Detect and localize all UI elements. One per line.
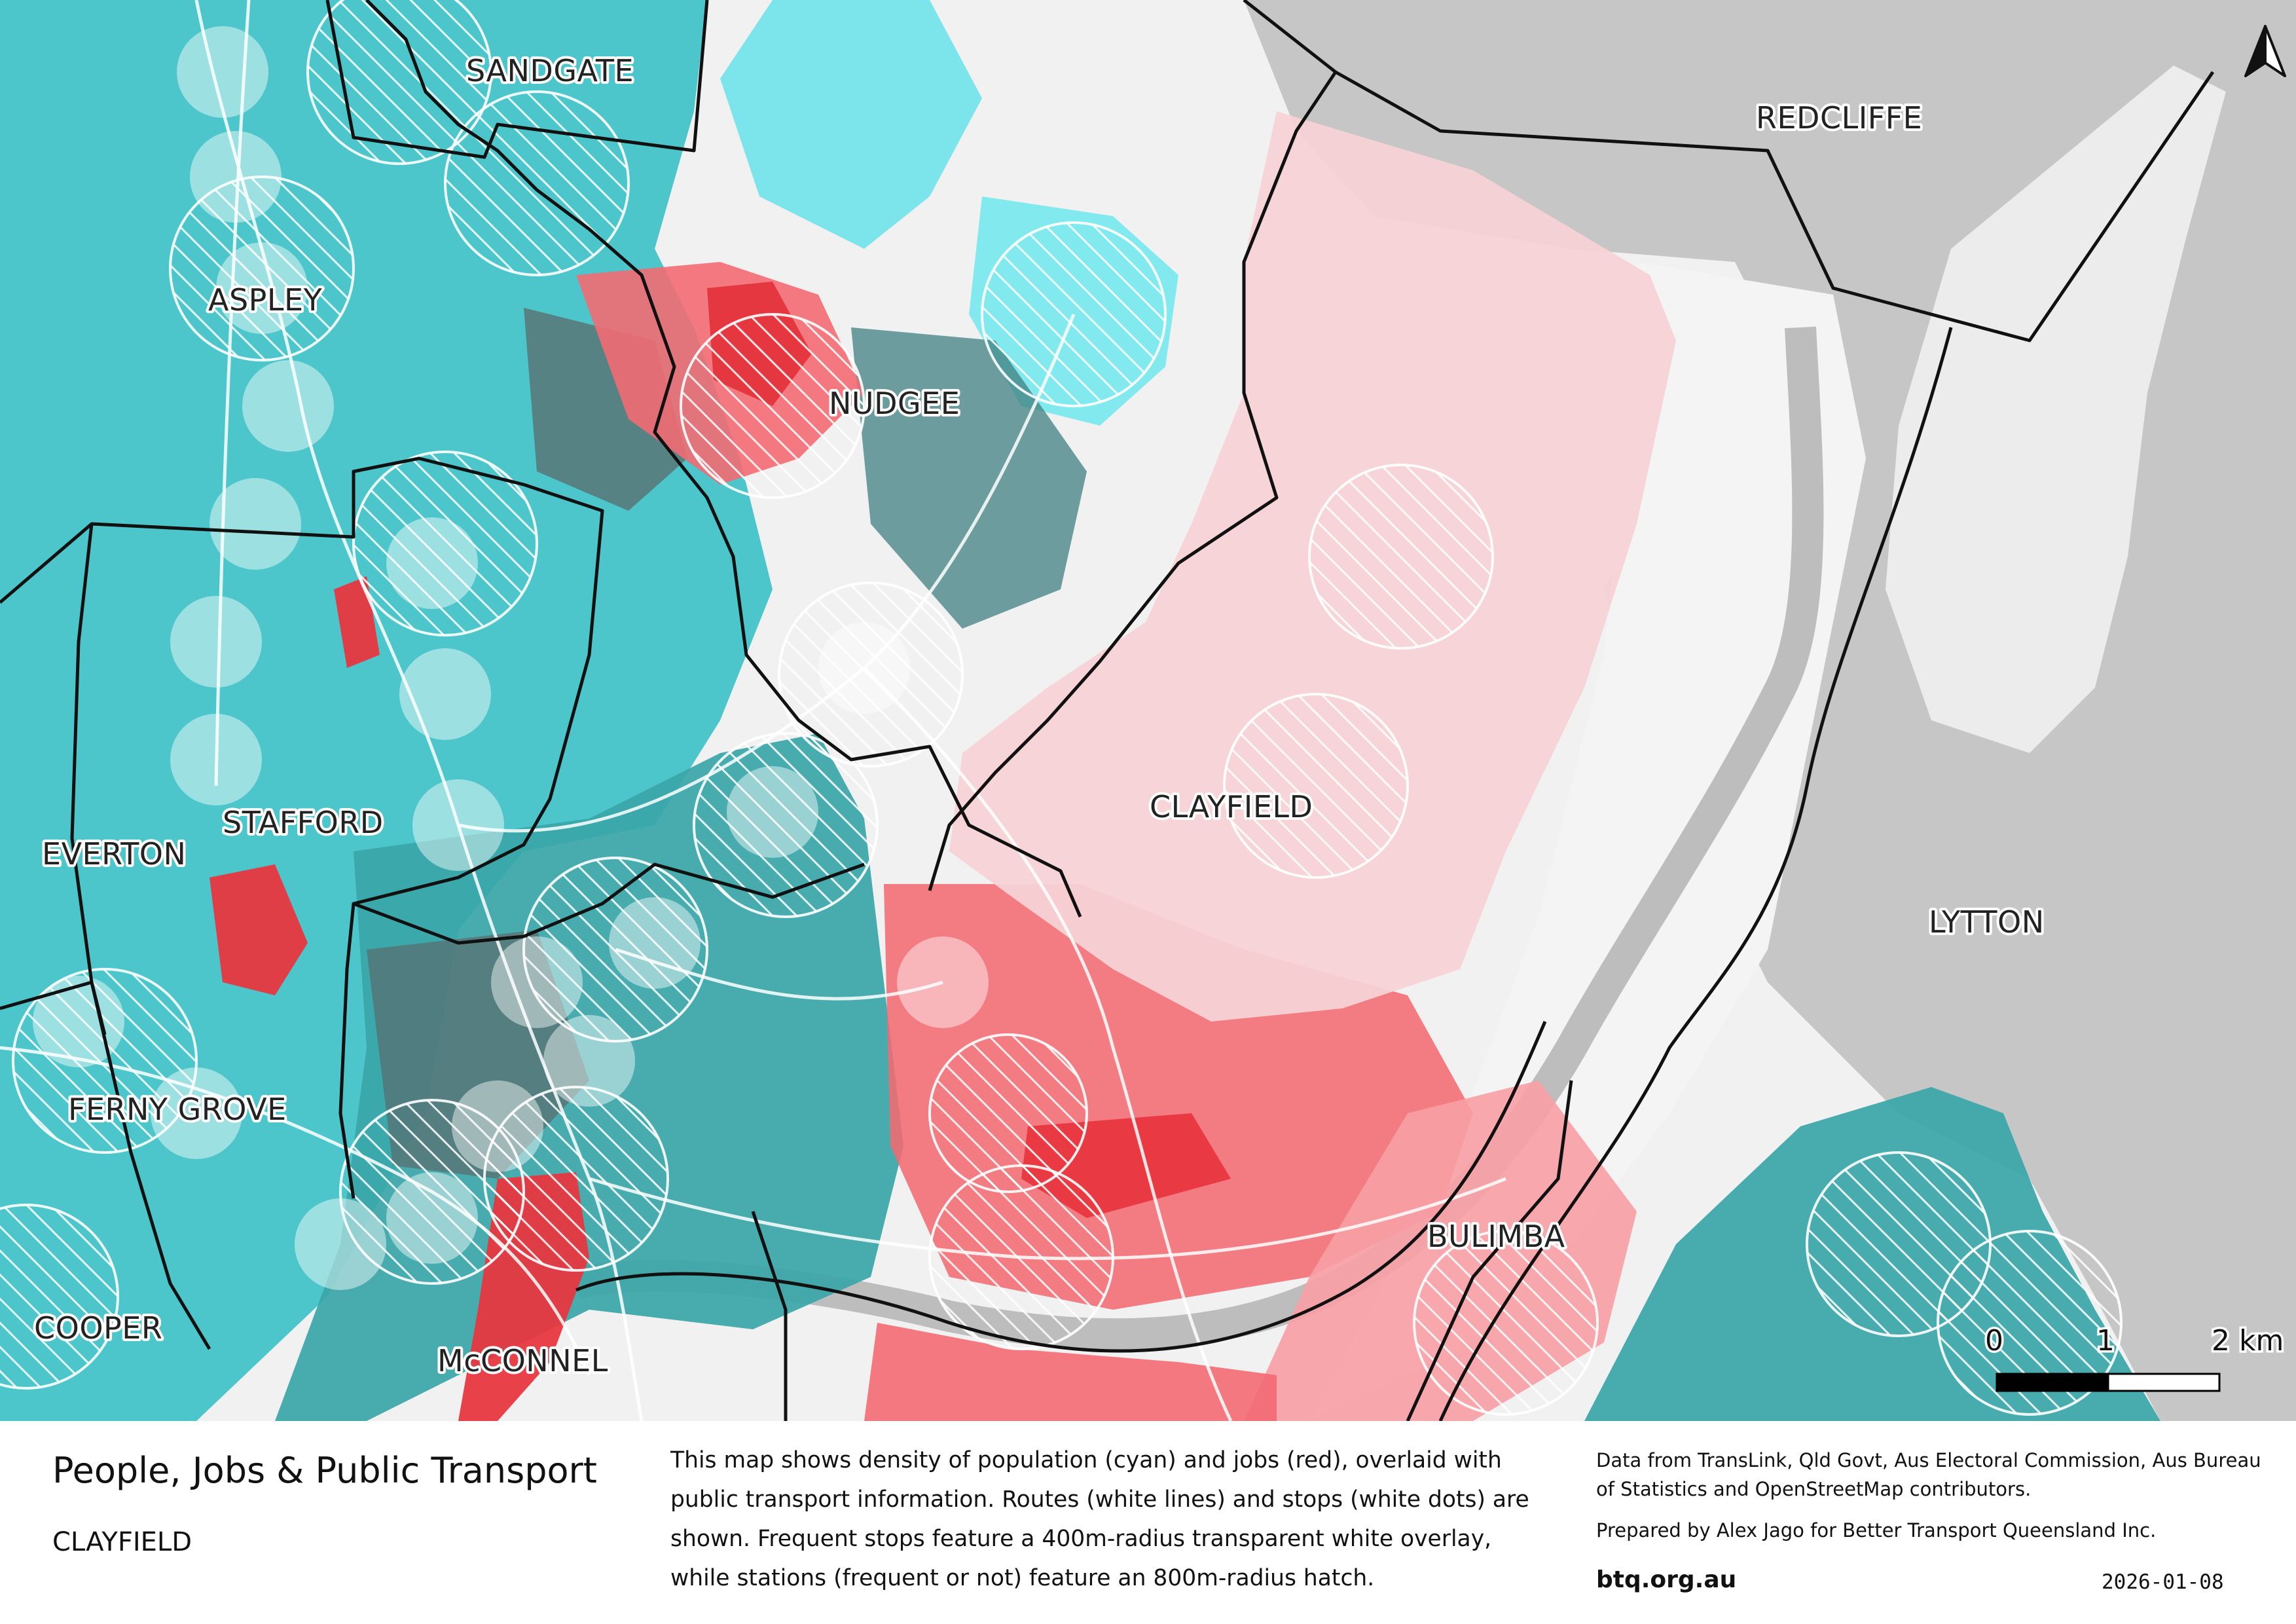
map-date: 2026-01-08: [2102, 1570, 2224, 1594]
prepared-by: Prepared by Alex Jago for Better Transpo…: [1596, 1519, 2157, 1541]
label-cooper: COOPER: [34, 1310, 162, 1346]
map-subtitle: CLAYFIELD: [52, 1527, 192, 1557]
scale-tick-0: 0: [1985, 1324, 2003, 1357]
label-lytton: LYTTON: [1929, 904, 2045, 940]
label-stafford: STAFFORD: [223, 805, 384, 840]
map-description: This map shows density of population (cy…: [670, 1447, 1529, 1591]
label-bulimba: BULIMBA: [1427, 1219, 1565, 1254]
map-footer: People, Jobs & Public Transport CLAYFIEL…: [0, 1421, 2296, 1624]
scale-tick-1: 1: [2096, 1324, 2115, 1357]
label-everton: EVERTON: [42, 836, 186, 872]
scale-bar: 0 1 2 km: [1983, 1322, 2286, 1392]
overlap-dark-3: [851, 327, 1087, 629]
label-mcconnel: McCONNEL: [437, 1343, 608, 1378]
label-aspley: ASPLEY: [208, 282, 323, 318]
scale-tick-2: 2 km: [2212, 1324, 2284, 1357]
label-redcliffe: REDCLIFFE: [1756, 100, 1922, 136]
data-credits: Data from TransLink, Qld Govt, Aus Elect…: [1596, 1449, 2261, 1500]
jobs-everton: [210, 864, 308, 995]
light-land-east: [1309, 262, 1866, 1421]
place-labels: SANDGATE REDCLIFFE ASPLEY NUDGEE STAFFOR…: [31, 50, 2047, 1381]
electoral-boundaries: [0, 0, 2215, 1421]
port-of-brisbane-land: [1886, 65, 2226, 753]
label-nudgee: NUDGEE: [829, 386, 960, 421]
station-hatch-circles: [0, 0, 2123, 1416]
population-north-light: [720, 0, 982, 249]
label-clayfield: CLAYFIELD: [1150, 789, 1313, 824]
map-canvas[interactable]: SANDGATE REDCLIFFE ASPLEY NUDGEE STAFFOR…: [0, 0, 2296, 1421]
label-ferny-grove: FERNY GROVE: [68, 1092, 287, 1127]
map-area[interactable]: SANDGATE REDCLIFFE ASPLEY NUDGEE STAFFOR…: [0, 0, 2296, 1421]
north-arrow-icon: [2244, 25, 2286, 77]
map-title: People, Jobs & Public Transport: [52, 1450, 597, 1491]
website-link[interactable]: btq.org.au: [1596, 1566, 1737, 1593]
jobs-river-south: [864, 1323, 1277, 1421]
label-sandgate: SANDGATE: [466, 53, 634, 88]
